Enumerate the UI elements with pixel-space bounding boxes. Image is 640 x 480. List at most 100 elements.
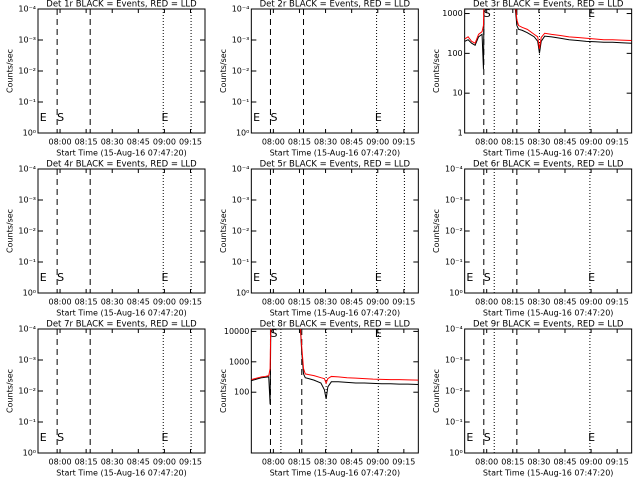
y-tick-label: 10⁻⁴ [18, 165, 36, 174]
x-tick-label: 08:45 [127, 298, 150, 307]
annotation: E [466, 431, 473, 444]
annotation: S [57, 271, 64, 284]
x-axis-label: Start Time (15-Aug-16 07:47:20) [270, 309, 401, 318]
x-tick-label: 08:15 [75, 138, 98, 147]
x-tick-label: 09:15 [392, 138, 415, 147]
x-axis-label: Start Time (15-Aug-16 07:47:20) [270, 149, 401, 158]
x-tick-label: 09:15 [606, 138, 629, 147]
y-tick-label: 10⁰ [449, 449, 462, 458]
annotation: S [270, 271, 277, 284]
x-tick-label: 08:45 [553, 138, 576, 147]
x-tick-label: 08:45 [127, 138, 150, 147]
annotation: S [484, 271, 491, 284]
y-tick-label: 10⁻¹ [232, 98, 250, 107]
x-tick-label: 08:00 [49, 138, 72, 147]
annotation: S [270, 327, 277, 340]
y-tick-label: 10⁰ [449, 289, 462, 298]
x-tick-label: 08:15 [75, 298, 98, 307]
x-tick-label: 08:45 [127, 458, 150, 467]
x-tick-label: 08:15 [75, 458, 98, 467]
x-tick-label: 08:00 [49, 458, 72, 467]
y-axis-label: Counts/sec [432, 369, 441, 413]
y-tick-label: 10⁰ [23, 449, 36, 458]
x-axis-label: Start Time (15-Aug-16 07:47:20) [56, 469, 187, 478]
y-tick-label: 10⁰ [236, 129, 249, 138]
y-tick-label: 10⁻¹ [18, 98, 36, 107]
panel: Det 8r BLACK = Events, RED = LLD Start Ti… [219, 320, 419, 478]
data-line [251, 329, 419, 405]
x-tick-label: 08:45 [340, 298, 363, 307]
x-tick-label: 08:15 [288, 138, 311, 147]
y-tick-label: 10⁻² [232, 67, 250, 76]
annotation: S [57, 111, 64, 124]
panel: Det 6r BLACK = Events, RED = LLD Start Ti… [432, 160, 633, 318]
x-tick-label: 08:00 [475, 458, 498, 467]
y-tick-label: 10⁻³ [18, 196, 36, 205]
y-tick-label: 10⁻² [445, 387, 463, 396]
x-tick-label: 09:00 [366, 458, 389, 467]
panel: Det 2r BLACK = Events, RED = LLD Start Ti… [219, 0, 419, 158]
y-tick-label: 10⁻⁴ [18, 5, 36, 14]
x-tick-label: 09:00 [366, 138, 389, 147]
panel-title: Det 5r BLACK = Events, RED = LLD [260, 160, 411, 170]
y-tick-label: 10⁻⁴ [232, 165, 250, 174]
annotation: S [270, 111, 277, 124]
x-axis-label: Start Time (15-Aug-16 07:47:20) [483, 309, 614, 318]
y-tick-label: 1000 [229, 357, 249, 366]
x-tick-label: 08:00 [262, 458, 285, 467]
x-tick-label: 09:15 [606, 298, 629, 307]
y-tick-label: 10⁻² [18, 387, 36, 396]
x-tick-label: 09:15 [179, 298, 202, 307]
annotation: E [40, 431, 47, 444]
x-tick-label: 08:00 [475, 298, 498, 307]
y-axis-label: Counts/sec [6, 209, 15, 253]
y-axis-label: Counts/sec [432, 49, 441, 93]
annotation: E [588, 431, 595, 444]
annotation: E [253, 111, 260, 124]
panel-title: Det 8r BLACK = Events, RED = LLD [260, 320, 411, 330]
panel: Det 3r BLACK = Events, RED = LLD Start Ti… [432, 0, 633, 158]
y-axis-label: Counts/sec [219, 369, 228, 413]
panel-title: Det 2r BLACK = Events, RED = LLD [260, 0, 411, 10]
y-tick-label: 10⁻³ [445, 356, 463, 365]
data-line [464, 9, 632, 70]
y-tick-label: 10⁻¹ [232, 258, 250, 267]
y-tick-label: 10⁻¹ [18, 258, 36, 267]
x-tick-label: 08:00 [262, 138, 285, 147]
panel: Det 4r BLACK = Events, RED = LLD Start Ti… [6, 160, 206, 318]
y-tick-label: 10000 [224, 327, 249, 336]
x-tick-label: 08:30 [527, 458, 550, 467]
x-tick-label: 09:15 [392, 458, 415, 467]
x-tick-label: 09:15 [179, 458, 202, 467]
annotation: E [466, 271, 473, 284]
y-tick-label: 1000 [442, 9, 462, 18]
x-tick-label: 09:00 [580, 138, 603, 147]
y-tick-label: 10⁻¹ [18, 418, 36, 427]
y-tick-label: 10⁰ [236, 289, 249, 298]
x-tick-label: 08:45 [553, 298, 576, 307]
annotation: E [375, 271, 382, 284]
y-tick-label: 1 [458, 129, 463, 138]
annotation: E [40, 111, 47, 124]
x-tick-label: 08:15 [501, 138, 524, 147]
panel-title: Det 9r BLACK = Events, RED = LLD [473, 320, 624, 330]
x-tick-label: 08:30 [527, 298, 550, 307]
x-tick-label: 09:00 [580, 458, 603, 467]
x-tick-label: 08:30 [314, 298, 337, 307]
data-line [251, 329, 419, 385]
panel-title: Det 6r BLACK = Events, RED = LLD [473, 160, 624, 170]
y-tick-label: 10⁻⁴ [232, 5, 250, 14]
annotation: S [484, 7, 491, 20]
annotation: E [162, 111, 169, 124]
y-axis-label: Counts/sec [6, 369, 15, 413]
x-axis-label: Start Time (15-Aug-16 07:47:20) [56, 149, 187, 158]
y-tick-label: 10⁻² [232, 227, 250, 236]
y-tick-label: 10 [452, 89, 462, 98]
x-tick-label: 09:00 [153, 298, 176, 307]
x-axis-label: Start Time (15-Aug-16 07:47:20) [56, 309, 187, 318]
x-tick-label: 08:00 [49, 298, 72, 307]
panel: Det 5r BLACK = Events, RED = LLD Start Ti… [219, 160, 419, 318]
y-tick-label: 10⁻⁴ [18, 325, 36, 334]
x-tick-label: 08:30 [527, 138, 550, 147]
